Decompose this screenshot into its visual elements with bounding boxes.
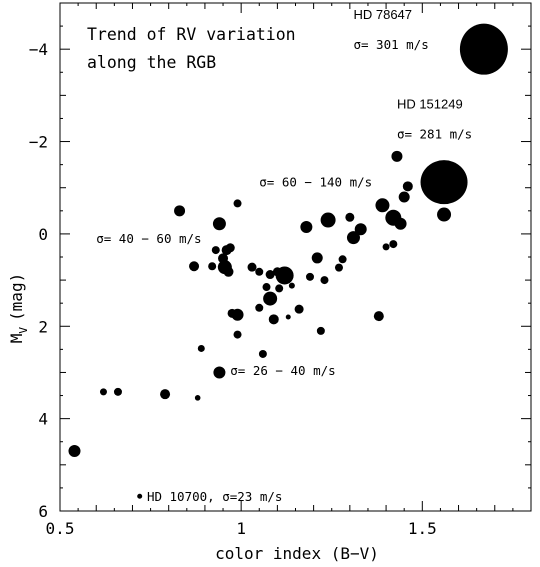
data-point [288,282,295,289]
x-tick-label: 0.5 [46,519,75,538]
data-point [320,212,336,228]
svg-text:MV(mag): MV (mag) [7,273,30,343]
data-point [265,270,275,280]
data-point [275,284,284,293]
data-point [459,23,508,75]
y-axis-label-sub: V [17,327,30,334]
data-point [258,349,267,358]
data-point [174,205,186,217]
data-point [247,262,257,272]
annotation-sigma-40-60: σ= 40 − 60 m/s [96,231,201,246]
data-point [305,272,314,281]
data-point [398,191,410,203]
data-point [208,262,217,271]
data-point [391,150,403,162]
y-axis-label: MV (mag) [7,273,30,343]
data-point [113,387,122,396]
data-point [354,223,367,236]
annotation-hd10700: HD 10700, σ=23 m/s [147,489,282,504]
data-point [437,207,452,222]
data-point [197,344,205,352]
annotations: HD 78647 σ= 301 m/s HD 151249 σ= 281 m/s σ= … [96,7,472,504]
y-tick-label: −4 [29,40,48,59]
data-point [213,366,226,379]
data-point [394,217,407,230]
annotation-hd78647-name: HD 78647 [353,7,412,22]
data-point [212,217,226,231]
data-point [402,181,413,192]
y-axis-label-main: M [7,334,26,344]
x-tick-label: 1 [236,519,246,538]
data-point [262,283,271,292]
y-tick-label: 6 [38,502,48,521]
plot-axes [59,2,532,512]
data-point [389,240,398,249]
data-point [316,326,325,335]
data-point [294,304,304,314]
data-point [275,266,294,285]
data-point [233,199,242,208]
data-point [382,243,390,251]
data-point [420,160,468,205]
data-point [373,311,384,322]
axis-ticks [59,2,532,512]
data-point [285,314,291,320]
data-point [346,231,360,245]
chart-title-line-1: Trend of RV variation [87,25,296,44]
data-point [225,243,235,253]
data-point [263,291,278,306]
data-point [68,444,81,457]
data-point [189,261,200,272]
data-point [194,395,201,401]
y-tick-label: 0 [38,225,48,244]
data-point [137,493,143,499]
data-point [345,212,355,222]
data-point [255,267,264,276]
annotation-hd151249-name: HD 151249 [397,96,463,111]
data-point [375,198,390,213]
data-point [99,388,107,396]
data-point [233,330,242,339]
data-point [255,303,264,312]
data-point [160,389,171,400]
annotation-sigma-26-40: σ= 26 − 40 m/s [230,363,335,378]
data-point [300,220,313,233]
data-point [231,308,244,321]
annotation-hd78647-sigma: σ= 301 m/s [353,37,428,52]
data-point [223,266,234,277]
y-tick-label: −2 [29,133,48,152]
data-point [320,276,329,285]
annotation-hd151249-sigma: σ= 281 m/s [397,126,472,141]
y-tick-label: 4 [38,410,48,429]
y-tick-label: 2 [38,317,48,336]
data-point [311,252,323,264]
data-point [268,314,279,325]
data-point [211,246,220,255]
chart-title-line-2: along the RGB [87,53,216,72]
plot-frame [59,2,532,512]
y-axis-label-unit: (mag) [7,273,26,321]
tick-labels: 0.5 1 1.5 −4 −2 0 2 4 6 [29,40,437,538]
data-points [68,23,508,499]
data-point [334,263,343,272]
x-axis-label: color index (B−V) [215,544,379,563]
annotation-sigma-60-140: σ= 60 − 140 m/s [259,174,372,189]
x-tick-label: 1.5 [408,519,437,538]
data-point [338,255,347,264]
